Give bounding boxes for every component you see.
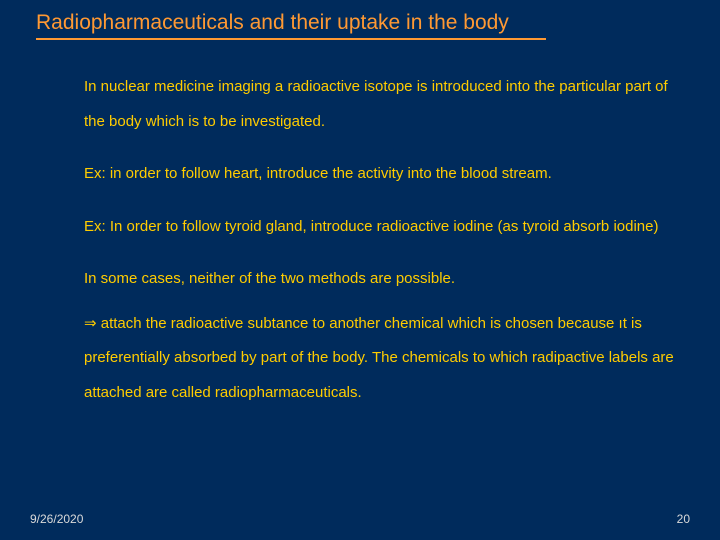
footer-date: 9/26/2020: [30, 512, 83, 526]
slide-body: In nuclear medicine imaging a radioactiv…: [84, 70, 682, 428]
paragraph-attach: ⇒ attach the radioactive subtance to ano…: [84, 307, 682, 411]
slide-title: Radiopharmaceuticals and their uptake in…: [36, 10, 509, 35]
slide: Radiopharmaceuticals and their uptake in…: [0, 0, 720, 540]
title-underline: [36, 38, 546, 40]
paragraph-intro: In nuclear medicine imaging a radioactiv…: [84, 70, 682, 139]
paragraph-attach-text: attach the radioactive subtance to anoth…: [84, 315, 674, 401]
footer-page-number: 20: [677, 512, 690, 526]
paragraph-ex-heart: Ex: in order to follow heart, introduce …: [84, 157, 682, 192]
paragraph-ex-tyroid: Ex: In order to follow tyroid gland, int…: [84, 210, 682, 245]
double-arrow-icon: ⇒: [84, 315, 97, 332]
paragraph-neither: In some cases, neither of the two method…: [84, 262, 682, 297]
